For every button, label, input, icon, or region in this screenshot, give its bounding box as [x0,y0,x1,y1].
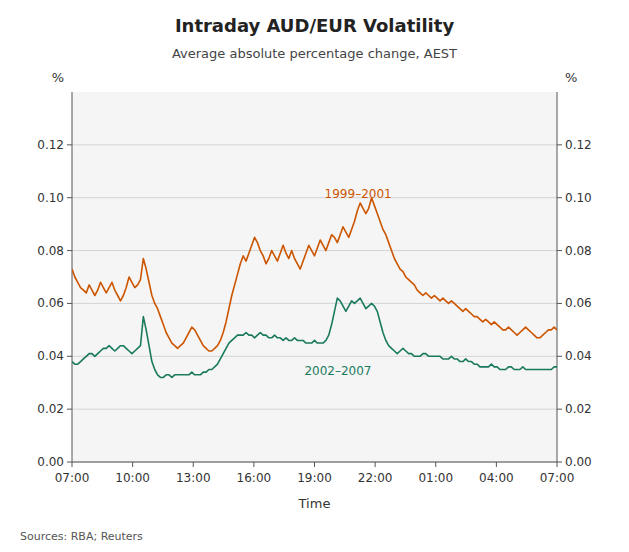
y-tick [67,303,72,304]
y-tick-label: 0.08 [37,244,64,258]
x-tick-label: 07:00 [55,471,90,485]
subtitle: Average absolute percentage change, AEST [172,46,457,61]
y-tick [67,462,72,463]
annotation: 1999–2001 [325,187,392,201]
x-tick [193,462,194,467]
grid-line [72,462,557,463]
chart: Intraday AUD/EUR Volatility Average absol… [0,0,629,552]
y-tick [67,356,72,357]
y2-tick [557,462,562,463]
grid-line [72,197,557,198]
y2-tick-label: 0.06 [565,296,592,310]
x-axis-line [72,462,557,463]
grid-line [72,144,557,145]
x-tick [253,462,254,467]
x-tick [72,462,73,467]
y-tick-label: 0.02 [37,402,64,416]
x-tick-label: 22:00 [358,471,393,485]
x-tick-label: 10:00 [115,471,150,485]
y2-tick-label: 0.12 [565,138,592,152]
y2-tick [557,144,562,145]
y2-axis-line [557,92,558,462]
x-tick [496,462,497,467]
grid-line [72,409,557,410]
series-line [72,198,557,351]
x-tick-label: 01:00 [418,471,453,485]
y2-tick [557,197,562,198]
x-tick-label: 04:00 [479,471,514,485]
grid-line [72,303,557,304]
grid-line [72,356,557,357]
x-tick-label: 19:00 [297,471,332,485]
y-axis-label: % [52,70,64,85]
grid-line [72,250,557,251]
x-tick [435,462,436,467]
x-tick [314,462,315,467]
y2-tick-label: 0.00 [565,455,592,469]
y2-tick [557,303,562,304]
x-tick-label: 16:00 [237,471,272,485]
annotation: 2002–2007 [304,364,371,378]
x-axis-label: Time [298,496,331,511]
y2-tick [557,409,562,410]
y2-tick-label: 0.04 [565,349,592,363]
y-tick-label: 0.04 [37,349,64,363]
y2-axis-label: % [565,70,577,85]
y-tick [67,409,72,410]
series-line [72,298,557,377]
plot-area [72,92,557,462]
y-tick-label: 0.12 [37,138,64,152]
y2-tick [557,250,562,251]
x-tick [557,462,558,467]
lines [72,198,557,378]
y2-tick-label: 0.02 [565,402,592,416]
y-axis-line [72,92,73,462]
x-tick [375,462,376,467]
y-tick [67,250,72,251]
title: Intraday AUD/EUR Volatility [175,15,455,36]
x-tick-label: 07:00 [540,471,575,485]
y2-tick-label: 0.10 [565,191,592,205]
y-tick [67,144,72,145]
source: Sources: RBA; Reuters [20,530,143,543]
x-tick [132,462,133,467]
y-tick-label: 0.00 [37,455,64,469]
grid [72,145,557,462]
y2-tick-label: 0.08 [565,244,592,258]
y-tick [67,197,72,198]
x-tick-label: 13:00 [176,471,211,485]
y-tick-label: 0.10 [37,191,64,205]
y-tick-label: 0.06 [37,296,64,310]
y2-tick [557,356,562,357]
